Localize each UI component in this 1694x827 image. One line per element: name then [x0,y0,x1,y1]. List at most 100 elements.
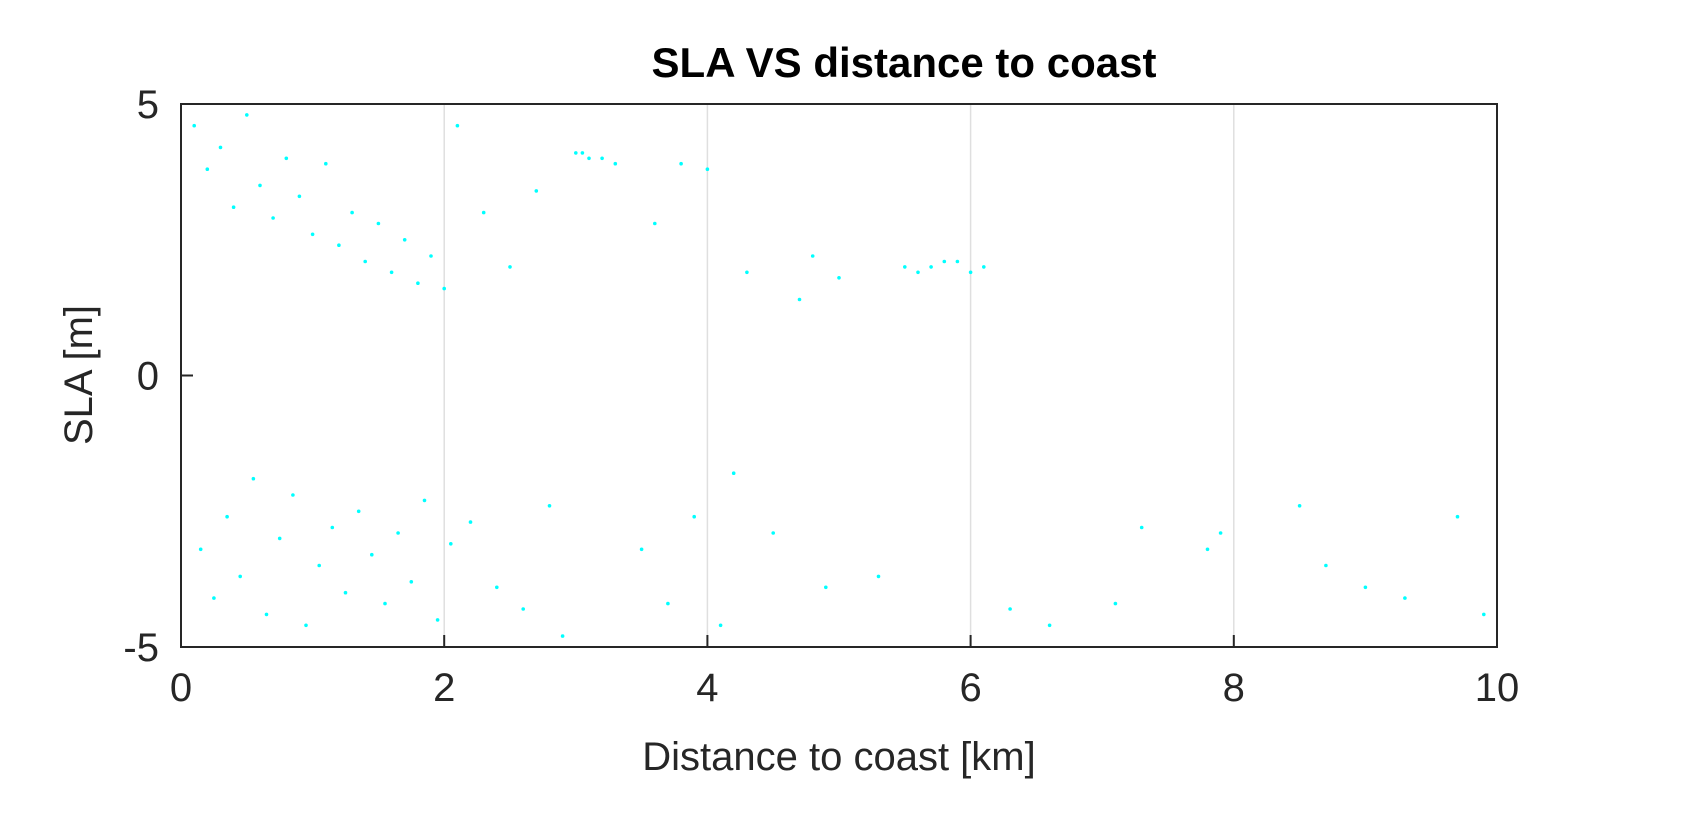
data-point-57 [679,161,683,166]
data-point-63 [771,531,775,535]
data-point-54 [639,547,644,552]
data-point-55 [653,221,657,226]
data-point-21 [330,525,335,530]
data-point-70 [916,270,920,275]
data-point-56 [666,601,670,606]
data-point-8 [245,113,249,117]
data-point-15 [291,493,295,497]
data-point-37 [435,618,440,622]
data-point-49 [574,151,578,155]
data-point-85 [1403,596,1407,600]
data-point-40 [455,123,460,128]
data-point-38 [442,286,447,291]
data-point-9 [251,476,256,481]
x-tick-label: 10 [1475,666,1520,710]
x-axis-ticks: 0 2 4 6 8 10 [170,635,1519,710]
x-tick-label: 2 [433,666,455,710]
data-point-36 [429,254,433,258]
data-point-18 [310,232,315,237]
x-axis-label: Distance to coast [km] [642,735,1035,779]
data-point-44 [508,265,512,269]
data-point-72 [942,259,947,264]
data-point-19 [317,563,322,568]
data-point-48 [560,634,565,638]
data-point-86 [1455,514,1460,519]
x-tick-label: 4 [696,666,718,710]
data-point-17 [304,623,308,628]
data-point-66 [824,585,828,590]
data-point-65 [810,254,815,258]
data-point-77 [1047,623,1052,628]
data-point-25 [356,509,361,514]
data-point-28 [376,221,381,226]
data-point-52 [600,156,604,161]
data-point-26 [363,259,368,264]
chart-title: SLA VS distance to coast [652,39,1157,86]
data-point-10 [258,183,262,188]
data-point-64 [797,297,802,302]
data-point-13 [277,536,282,541]
data-point-31 [396,531,400,535]
data-point-23 [343,590,348,595]
data-point-79 [1139,525,1144,530]
data-point-2 [205,167,210,171]
data-point-80 [1205,547,1210,552]
data-point-42 [481,210,486,215]
data-point-29 [383,601,387,606]
data-point-1 [198,547,203,552]
data-point-6 [231,205,236,209]
data-point-59 [705,167,710,171]
data-point-45 [521,607,525,611]
data-point-4 [218,145,223,150]
data-point-16 [297,194,302,199]
data-point-73 [955,259,960,264]
data-point-5 [225,514,229,519]
data-point-20 [324,161,328,166]
data-point-76 [1008,607,1012,611]
data-point-33 [409,580,414,584]
data-point-61 [731,471,736,476]
data-point-82 [1297,504,1302,508]
grid-lines [443,104,1235,647]
y-tick-label: 5 [137,83,159,127]
data-point-43 [495,585,499,590]
data-point-35 [422,498,427,503]
data-point-0 [192,123,196,128]
data-point-60 [718,623,723,628]
x-tick-label: 0 [170,666,192,710]
data-point-22 [337,243,341,247]
data-point-83 [1324,563,1328,568]
data-point-58 [692,514,696,519]
data-point-32 [402,238,407,242]
x-tick-label: 8 [1223,666,1245,710]
data-point-81 [1218,531,1223,535]
data-point-87 [1482,612,1486,617]
axes-box [180,103,1498,648]
data-point-39 [449,542,453,546]
data-point-27 [370,552,374,557]
data-point-41 [468,520,473,524]
data-point-75 [982,265,986,269]
data-point-12 [271,216,275,220]
data-point-53 [613,161,618,166]
data-point-46 [534,189,539,193]
data-point-50 [580,151,585,155]
data-point-68 [876,574,881,579]
x-tick-label: 6 [959,666,981,710]
data-point-24 [350,210,354,215]
y-axis-label: SLA [m] [57,305,101,445]
data-point-3 [212,596,216,600]
data-point-47 [547,504,552,508]
scatter-points [192,113,1486,638]
data-point-7 [238,574,242,579]
data-point-30 [389,270,394,275]
data-point-14 [284,156,289,161]
data-point-11 [264,612,269,617]
data-point-84 [1363,585,1368,590]
data-point-67 [837,276,841,280]
y-tick-label: 0 [137,355,159,399]
data-point-74 [968,270,973,275]
data-point-78 [1113,601,1118,606]
data-point-34 [416,281,420,286]
